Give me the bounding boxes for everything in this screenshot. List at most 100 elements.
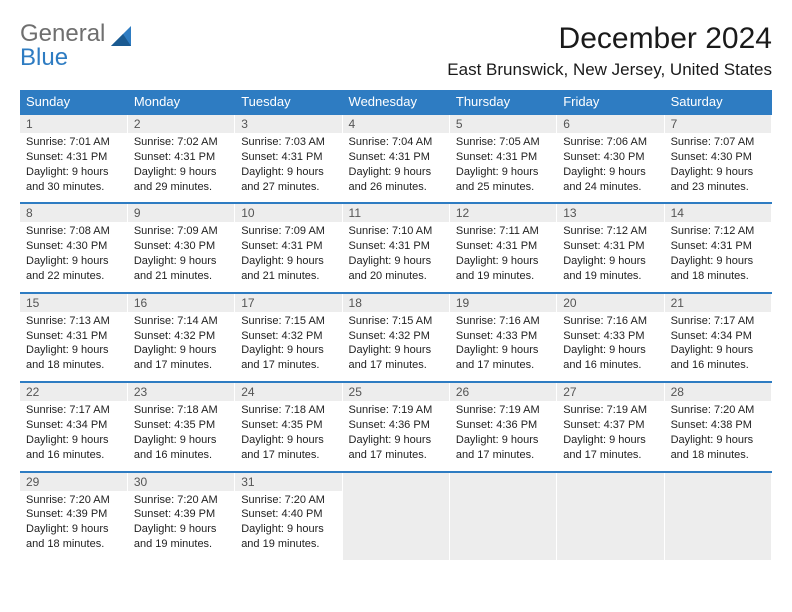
day-number: 26: [449, 382, 556, 401]
sunset-text: Sunset: 4:39 PM: [26, 507, 121, 522]
day-cell: Sunrise: 7:14 AMSunset: 4:32 PMDaylight:…: [127, 312, 234, 382]
day-cell: Sunrise: 7:20 AMSunset: 4:40 PMDaylight:…: [235, 491, 342, 560]
sunrise-text: Sunrise: 7:18 AM: [241, 403, 335, 418]
day-number: 20: [557, 293, 664, 312]
sunset-text: Sunset: 4:30 PM: [26, 239, 121, 254]
daylight-text-1: Daylight: 9 hours: [26, 343, 121, 358]
daylight-text-2: and 27 minutes.: [241, 180, 335, 195]
daylight-text-2: and 21 minutes.: [241, 269, 335, 284]
sunrise-text: Sunrise: 7:19 AM: [456, 403, 550, 418]
daylight-text-2: and 17 minutes.: [349, 448, 443, 463]
day-number: 14: [664, 203, 771, 222]
daylight-text-2: and 22 minutes.: [26, 269, 121, 284]
daylight-text-2: and 18 minutes.: [671, 269, 765, 284]
day-number: 2: [127, 114, 234, 133]
daylight-text-1: Daylight: 9 hours: [134, 254, 228, 269]
day-number: 4: [342, 114, 449, 133]
day-cell: Sunrise: 7:12 AMSunset: 4:31 PMDaylight:…: [664, 222, 771, 292]
day-cell: [342, 491, 449, 560]
day-number-row: 22232425262728: [20, 382, 772, 401]
title-block: December 2024 East Brunswick, New Jersey…: [447, 22, 772, 80]
day-cell: Sunrise: 7:19 AMSunset: 4:36 PMDaylight:…: [342, 401, 449, 471]
day-cell: Sunrise: 7:19 AMSunset: 4:37 PMDaylight:…: [557, 401, 664, 471]
weekday-header-row: SundayMondayTuesdayWednesdayThursdayFrid…: [20, 90, 772, 114]
day-cell: Sunrise: 7:05 AMSunset: 4:31 PMDaylight:…: [449, 133, 556, 203]
sunrise-text: Sunrise: 7:20 AM: [671, 403, 765, 418]
daylight-text-1: Daylight: 9 hours: [349, 165, 443, 180]
daylight-text-1: Daylight: 9 hours: [26, 522, 121, 537]
day-cell: Sunrise: 7:03 AMSunset: 4:31 PMDaylight:…: [235, 133, 342, 203]
sunset-text: Sunset: 4:31 PM: [563, 239, 657, 254]
daylight-text-2: and 18 minutes.: [671, 448, 765, 463]
day-number: 3: [235, 114, 342, 133]
day-cell: Sunrise: 7:08 AMSunset: 4:30 PMDaylight:…: [20, 222, 127, 292]
day-cell: Sunrise: 7:11 AMSunset: 4:31 PMDaylight:…: [449, 222, 556, 292]
sunset-text: Sunset: 4:31 PM: [241, 150, 335, 165]
day-number: 13: [557, 203, 664, 222]
daylight-text-1: Daylight: 9 hours: [241, 433, 335, 448]
day-number: 19: [449, 293, 556, 312]
day-number: 6: [557, 114, 664, 133]
day-cell: Sunrise: 7:02 AMSunset: 4:31 PMDaylight:…: [127, 133, 234, 203]
location-text: East Brunswick, New Jersey, United State…: [447, 60, 772, 80]
sunset-text: Sunset: 4:32 PM: [349, 329, 443, 344]
sunrise-text: Sunrise: 7:07 AM: [671, 135, 765, 150]
sunrise-text: Sunrise: 7:17 AM: [671, 314, 765, 329]
day-number: 12: [449, 203, 556, 222]
daylight-text-1: Daylight: 9 hours: [456, 343, 550, 358]
daylight-text-1: Daylight: 9 hours: [349, 254, 443, 269]
daylight-text-1: Daylight: 9 hours: [241, 343, 335, 358]
daylight-text-1: Daylight: 9 hours: [563, 254, 657, 269]
day-number: 8: [20, 203, 127, 222]
daylight-text-1: Daylight: 9 hours: [26, 254, 121, 269]
daylight-text-2: and 17 minutes.: [134, 358, 228, 373]
daylight-text-2: and 16 minutes.: [563, 358, 657, 373]
day-cell: Sunrise: 7:18 AMSunset: 4:35 PMDaylight:…: [127, 401, 234, 471]
day-cell: Sunrise: 7:16 AMSunset: 4:33 PMDaylight:…: [449, 312, 556, 382]
daylight-text-1: Daylight: 9 hours: [134, 165, 228, 180]
daylight-text-2: and 24 minutes.: [563, 180, 657, 195]
day-cell: Sunrise: 7:16 AMSunset: 4:33 PMDaylight:…: [557, 312, 664, 382]
sunset-text: Sunset: 4:32 PM: [241, 329, 335, 344]
day-cell: Sunrise: 7:18 AMSunset: 4:35 PMDaylight:…: [235, 401, 342, 471]
daylight-text-2: and 17 minutes.: [563, 448, 657, 463]
day-cell: Sunrise: 7:04 AMSunset: 4:31 PMDaylight:…: [342, 133, 449, 203]
sunset-text: Sunset: 4:36 PM: [456, 418, 550, 433]
daylight-text-1: Daylight: 9 hours: [671, 433, 765, 448]
sunset-text: Sunset: 4:36 PM: [349, 418, 443, 433]
day-number: 11: [342, 203, 449, 222]
sunrise-text: Sunrise: 7:02 AM: [134, 135, 228, 150]
day-number: 31: [235, 472, 342, 491]
daylight-text-2: and 16 minutes.: [671, 358, 765, 373]
day-number: 7: [664, 114, 771, 133]
day-number: 25: [342, 382, 449, 401]
daylight-text-2: and 16 minutes.: [134, 448, 228, 463]
daylight-text-2: and 20 minutes.: [349, 269, 443, 284]
sunset-text: Sunset: 4:33 PM: [456, 329, 550, 344]
day-cell: Sunrise: 7:15 AMSunset: 4:32 PMDaylight:…: [235, 312, 342, 382]
day-number: 21: [664, 293, 771, 312]
day-number: [664, 472, 771, 491]
logo-sail-icon: [109, 24, 135, 50]
day-number-row: 1234567: [20, 114, 772, 133]
daylight-text-1: Daylight: 9 hours: [241, 254, 335, 269]
day-number-row: 891011121314: [20, 203, 772, 222]
month-title: December 2024: [447, 22, 772, 56]
sunrise-text: Sunrise: 7:04 AM: [349, 135, 443, 150]
day-number: [449, 472, 556, 491]
day-cell: [449, 491, 556, 560]
daylight-text-2: and 19 minutes.: [563, 269, 657, 284]
sunset-text: Sunset: 4:31 PM: [134, 150, 228, 165]
day-cell: Sunrise: 7:12 AMSunset: 4:31 PMDaylight:…: [557, 222, 664, 292]
sunset-text: Sunset: 4:30 PM: [671, 150, 765, 165]
daylight-text-2: and 25 minutes.: [456, 180, 550, 195]
sunrise-text: Sunrise: 7:12 AM: [563, 224, 657, 239]
sunset-text: Sunset: 4:31 PM: [349, 150, 443, 165]
day-number: 28: [664, 382, 771, 401]
day-number: 23: [127, 382, 234, 401]
day-cell: Sunrise: 7:17 AMSunset: 4:34 PMDaylight:…: [664, 312, 771, 382]
day-number: 10: [235, 203, 342, 222]
sunrise-text: Sunrise: 7:20 AM: [134, 493, 228, 508]
daylight-text-1: Daylight: 9 hours: [456, 433, 550, 448]
day-content-row: Sunrise: 7:13 AMSunset: 4:31 PMDaylight:…: [20, 312, 772, 382]
